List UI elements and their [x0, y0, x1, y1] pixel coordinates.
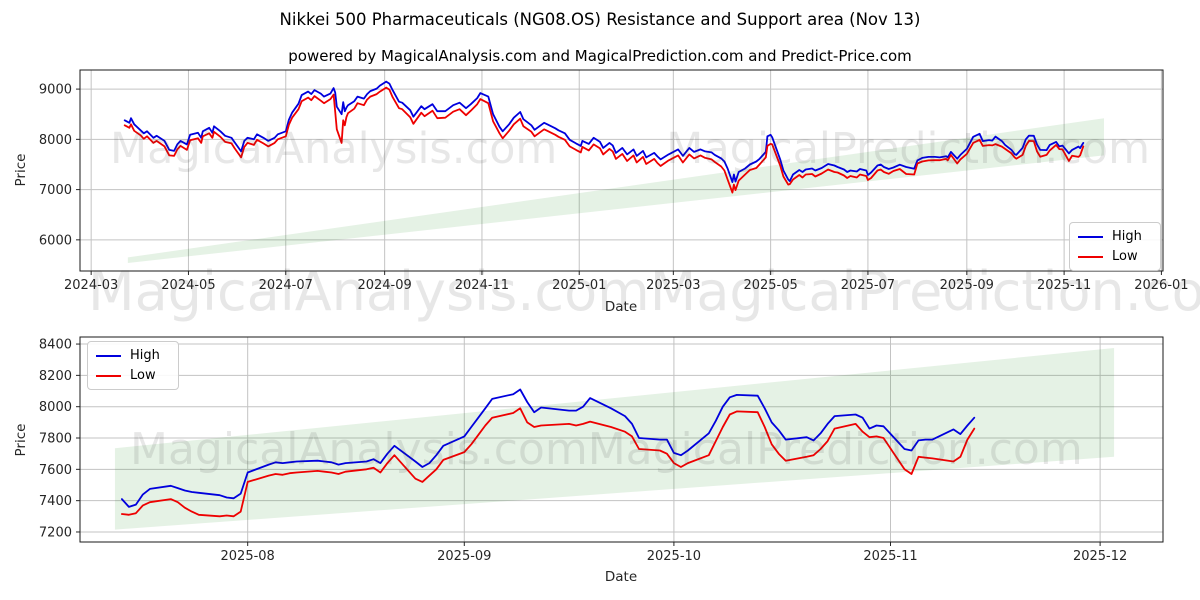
x-tick-label: 2024-05 — [161, 278, 215, 293]
x-axis-label-top: Date — [604, 299, 638, 315]
y-tick-label: 9000 — [39, 83, 72, 98]
low-line-swatch — [96, 374, 121, 377]
legend-item-high: High — [96, 348, 170, 363]
x-tick-label: 2025-08 — [221, 549, 275, 564]
low-line — [123, 86, 1085, 194]
y-tick-label: 8200 — [39, 369, 72, 384]
x-tick-label: 2024-03 — [64, 278, 118, 293]
x-tick-label: 2025-10 — [647, 549, 701, 564]
y-tick-label: 6000 — [39, 233, 72, 248]
x-tick-label: 2025-11 — [863, 549, 917, 564]
y-tick-label: 8000 — [39, 400, 72, 415]
y-tick-label: 8400 — [39, 338, 72, 353]
high-line-swatch — [96, 354, 121, 357]
high-line-swatch — [1078, 235, 1103, 238]
y-tick-label: 8000 — [39, 133, 72, 148]
x-tick-label: 2024-11 — [455, 278, 509, 293]
x-tick-label: 2025-09 — [437, 549, 491, 564]
price-chart-top: 2024-03 2024-05 2024-07 2024-09 2024-11 2025-… — [39, 69, 1189, 293]
y-axis-label-bottom: Price — [13, 423, 29, 457]
legend-item-low: Low — [96, 368, 170, 383]
low-line-swatch — [1078, 255, 1103, 258]
chart-title: Nikkei 500 Pharmaceuticals (NG08.OS) Res… — [279, 10, 921, 29]
x-tick-label: 2025-01 — [552, 278, 606, 293]
legend-label: High — [1112, 229, 1142, 244]
x-tick-label: 2025-12 — [1073, 549, 1127, 564]
x-axis-label-bottom: Date — [604, 569, 638, 585]
legend-bottom: High Low — [87, 341, 179, 390]
plot-border — [79, 336, 1164, 543]
chart-subtitle: powered by MagicalAnalysis.com and Magic… — [288, 47, 912, 65]
x-tick-label: 2024-09 — [357, 278, 411, 293]
legend-item-low: Low — [1078, 249, 1152, 264]
y-axis-label-top: Price — [13, 153, 29, 187]
high-line — [123, 80, 1085, 184]
x-tick-label: 2025-03 — [646, 278, 700, 293]
x-tick-label: 2026-01 — [1134, 278, 1188, 293]
y-tick-label: 7000 — [39, 183, 72, 198]
support-resistance-band — [127, 118, 1104, 263]
plot-border — [79, 69, 1164, 272]
y-tick-label: 7400 — [39, 494, 72, 509]
legend-label: Low — [1112, 249, 1138, 264]
legend-label: Low — [130, 368, 156, 383]
x-tick-label: 2025-05 — [743, 278, 797, 293]
x-tick-label: 2025-11 — [1037, 278, 1091, 293]
low-line — [121, 407, 976, 518]
legend-top: High Low — [1069, 222, 1161, 271]
support-resistance-band — [114, 347, 1115, 530]
price-chart-bottom: 2025-08 2025-09 2025-10 2025-11 2025-12 7200 7… — [39, 336, 1164, 564]
x-tick-label: 2025-09 — [940, 278, 994, 293]
legend-item-high: High — [1078, 229, 1152, 244]
y-tick-label: 7600 — [39, 463, 72, 478]
y-tick-label: 7800 — [39, 432, 72, 447]
x-tick-label: 2024-07 — [259, 278, 313, 293]
legend-label: High — [130, 348, 160, 363]
high-line — [121, 388, 976, 508]
y-tick-label: 7200 — [39, 525, 72, 540]
x-tick-label: 2025-07 — [841, 278, 895, 293]
